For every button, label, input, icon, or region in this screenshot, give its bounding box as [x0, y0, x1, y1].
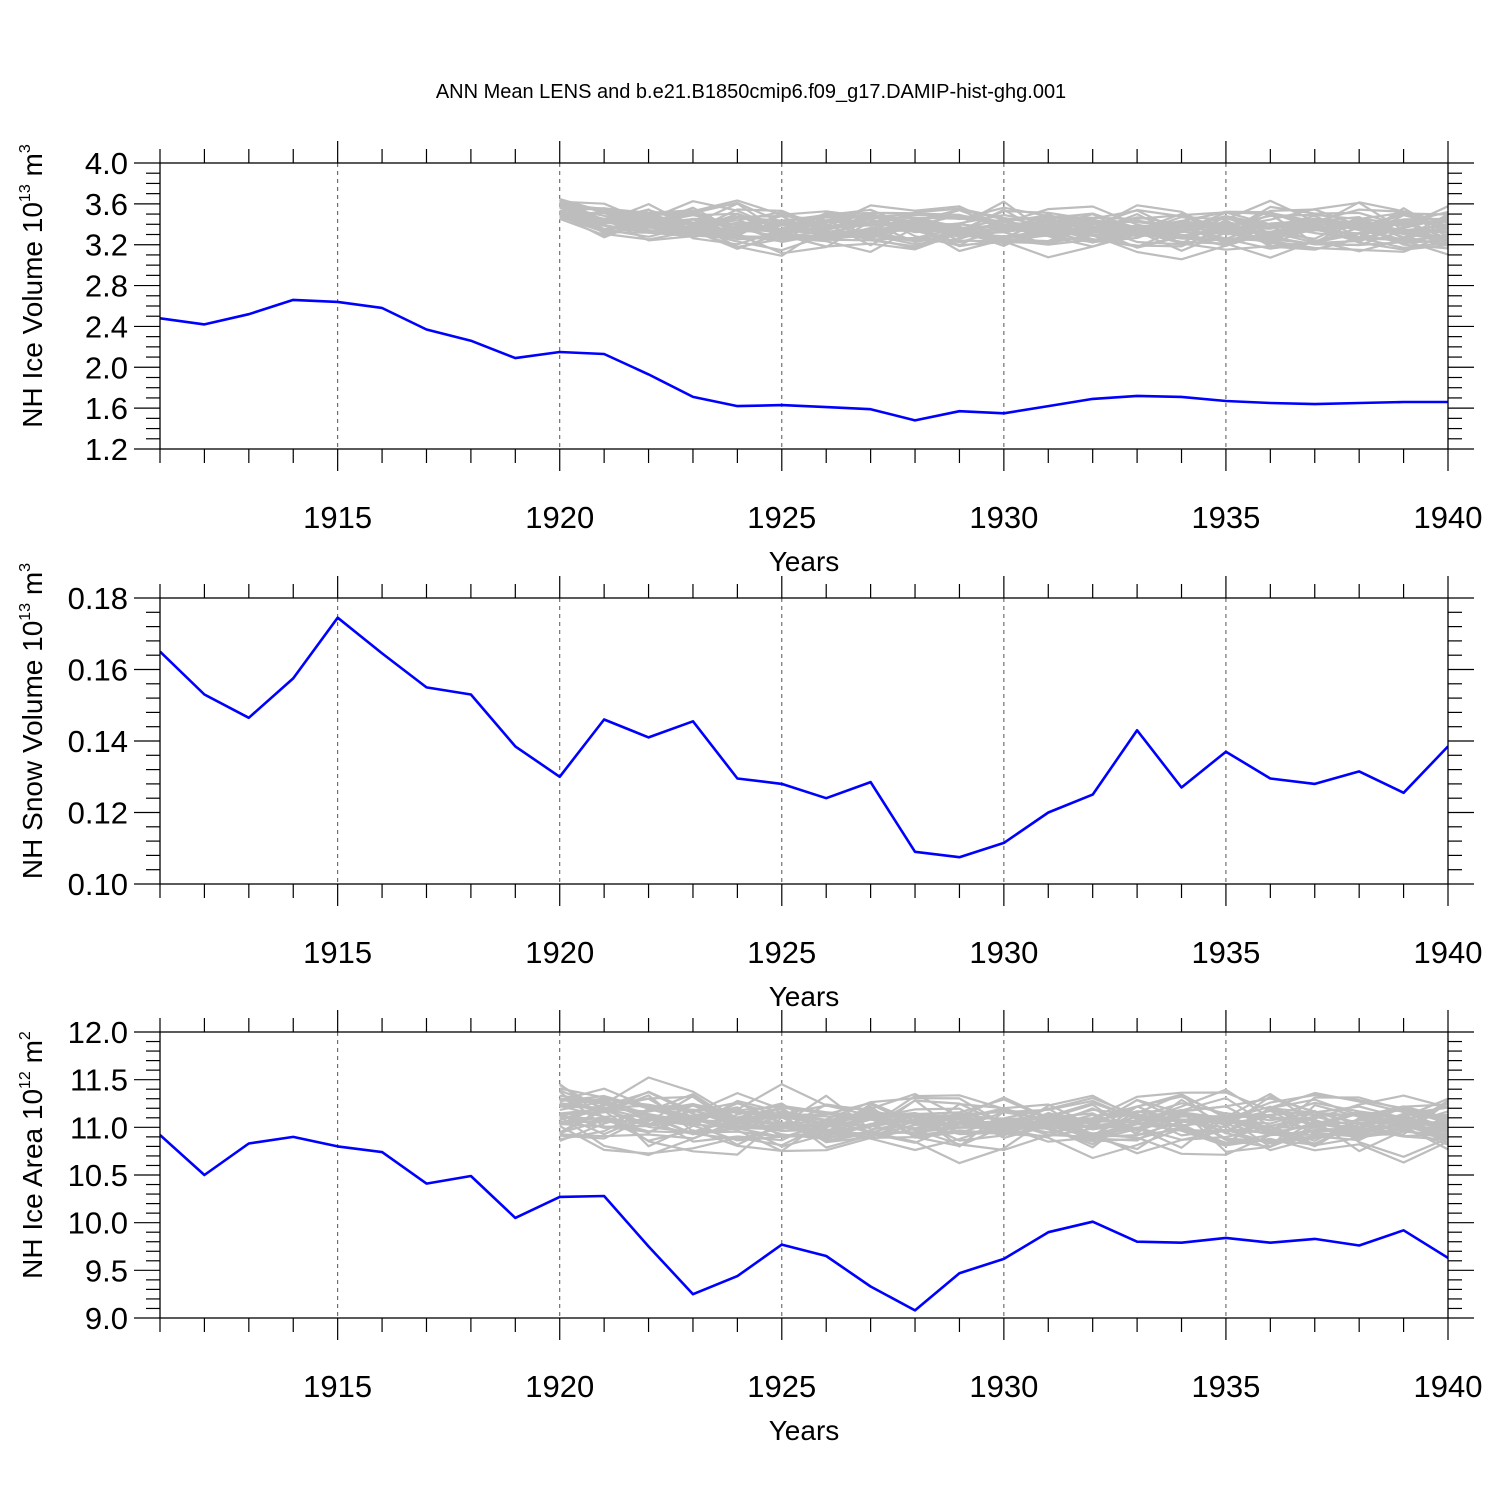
panel-nh-snow-volume: 1915 1920 1925 1930 1935 1940 0.10 0.12 0.14 0.16… [17, 563, 1482, 1012]
x-tick-label: 1940 [1414, 500, 1483, 535]
y-tick-label: 11.5 [70, 1063, 128, 1098]
ensemble-member-line [559, 1097, 1448, 1139]
x-tick-label: 1940 [1414, 935, 1483, 970]
y-tick-label: 12.0 [68, 1015, 128, 1050]
x-tick-label: 1930 [969, 500, 1038, 535]
y-tick-label: 3.2 [85, 228, 128, 263]
y-tick-label: 11.0 [70, 1110, 128, 1145]
y-tick-label: 0.18 [68, 581, 128, 616]
x-tick-label: 1925 [747, 1369, 816, 1404]
y-tick-label: 0.10 [68, 867, 128, 902]
x-tick-label: 1930 [969, 935, 1038, 970]
y-tick-label: 2.8 [85, 269, 128, 304]
x-tick-label: 1935 [1191, 500, 1260, 535]
y-axis-label: NH Ice Area 1012 m2 [17, 1031, 48, 1279]
x-axis-label: Years [769, 981, 840, 1012]
y-tick-label: 2.0 [85, 350, 128, 385]
y-tick-label: 10.5 [68, 1158, 128, 1193]
panel-nh-ice-area: 1915 1920 1925 1930 1935 1940 9.0 9.5 10.0 10.5 11… [17, 1010, 1482, 1446]
ensemble-member-line [559, 203, 1448, 250]
y-tick-label: 9.5 [85, 1253, 128, 1288]
y-tick-label: 1.2 [85, 432, 128, 467]
ensemble-member-line [559, 1108, 1448, 1160]
y-tick-label: 4.0 [85, 146, 128, 181]
y-tick-label: 1.6 [85, 391, 128, 426]
y-axis-label: NH Snow Volume 1013 m3 [17, 563, 48, 879]
y-tick-label: 0.16 [68, 653, 128, 688]
x-tick-label: 1940 [1414, 1369, 1483, 1404]
ensemble-member-line [559, 1101, 1448, 1156]
ensemble-member-line [559, 200, 1448, 247]
ensemble-member-line [559, 205, 1448, 251]
x-axis-label: Years [769, 1415, 840, 1446]
ensemble-member-line [559, 1093, 1448, 1145]
x-tick-label: 1915 [303, 500, 372, 535]
series-line [160, 298, 1448, 422]
series-line [160, 616, 1448, 859]
y-tick-label: 10.0 [68, 1206, 128, 1241]
x-tick-label: 1930 [969, 1369, 1038, 1404]
plot-frame [159, 1031, 1449, 1319]
y-tick-label: 3.6 [85, 187, 128, 222]
panel-nh-ice-volume: 1915 1920 1925 1930 1935 1940 1.2 1.6 2.0 2.4 2.8 3… [17, 141, 1482, 577]
y-axis-label: NH Ice Volume 1013 m3 [17, 144, 48, 428]
ensemble-member-line [559, 213, 1448, 253]
ensemble-member-line [559, 1096, 1448, 1146]
chart-title: ANN Mean LENS and b.e21.B1850cmip6.f09_g… [436, 81, 1066, 103]
ensemble-member-line [559, 1076, 1448, 1139]
y-tick-label: 9.0 [85, 1301, 128, 1336]
x-tick-label: 1925 [747, 500, 816, 535]
ensemble-lines [559, 198, 1448, 261]
series-line [160, 1134, 1448, 1312]
ensemble-member-line [559, 1091, 1448, 1147]
x-tick-label: 1915 [303, 1369, 372, 1404]
ensemble-member-line [559, 1116, 1448, 1156]
x-tick-label: 1920 [525, 1369, 594, 1404]
ensemble-lines [559, 1076, 1448, 1165]
x-tick-label: 1920 [525, 935, 594, 970]
x-axis-label: Years [769, 546, 840, 577]
plot-frame [159, 597, 1449, 885]
x-tick-label: 1920 [525, 500, 594, 535]
y-tick-label: 0.14 [68, 724, 128, 759]
x-tick-label: 1935 [1191, 1369, 1260, 1404]
x-tick-label: 1935 [1191, 935, 1260, 970]
ensemble-member-line [559, 205, 1448, 256]
ensemble-member-line [559, 208, 1448, 246]
x-tick-label: 1925 [747, 935, 816, 970]
y-tick-label: 2.4 [85, 309, 128, 344]
x-tick-label: 1915 [303, 935, 372, 970]
y-tick-label: 0.12 [68, 796, 128, 831]
